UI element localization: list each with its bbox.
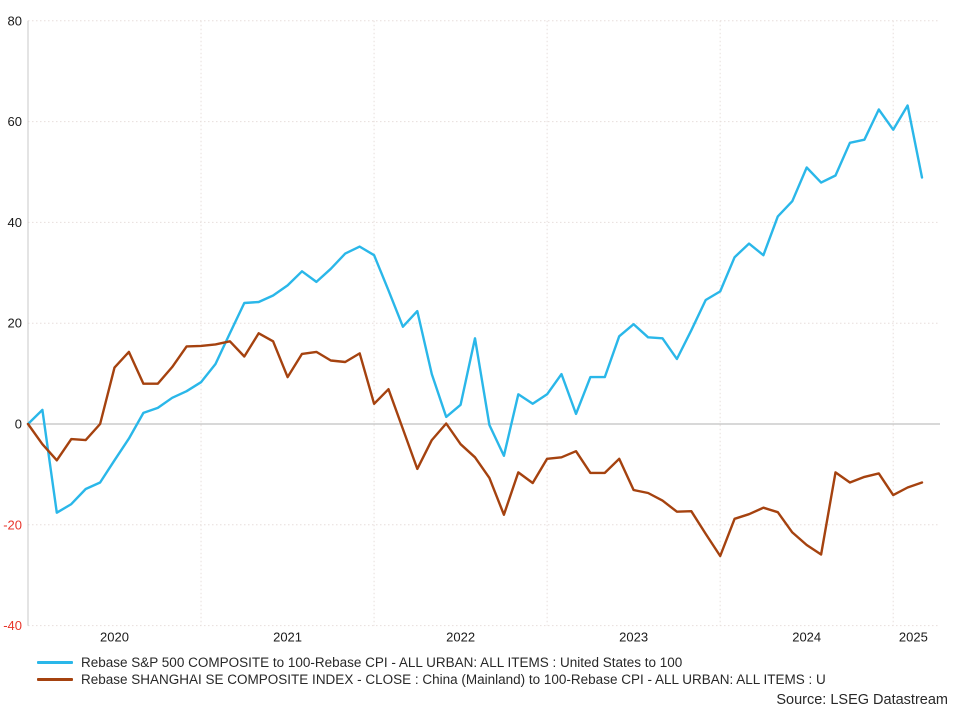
y-tick-label: 80 xyxy=(8,13,22,28)
x-tick-label: 2021 xyxy=(273,630,302,645)
legend: Rebase S&P 500 COMPOSITE to 100-Rebase C… xyxy=(37,654,956,688)
legend-item-shanghai-real: Rebase SHANGHAI SE COMPOSITE INDEX - CLO… xyxy=(37,671,956,688)
plot-area: 80 60 40 20 0 -20 -40 2020 2021 2022 2023 2024 2025 xyxy=(3,13,940,645)
shanghai-real-line xyxy=(26,332,924,558)
source-credit: Source: LSEG Datastream xyxy=(776,692,948,708)
x-tick-label: 2023 xyxy=(619,630,648,645)
x-tick-label: 2022 xyxy=(446,630,475,645)
y-tick-label: -40 xyxy=(3,618,22,633)
legend-item-sp500-real: Rebase S&P 500 COMPOSITE to 100-Rebase C… xyxy=(37,654,956,671)
x-tick-label: 2020 xyxy=(100,630,129,645)
sp500-line-swatch xyxy=(37,661,73,664)
sp500-real-line xyxy=(26,104,924,514)
y-tick-label: 0 xyxy=(15,417,22,432)
x-tick-label: 2025 xyxy=(899,630,928,645)
y-tick-label: 20 xyxy=(8,316,22,331)
legend-label-sp500-real: Rebase S&P 500 COMPOSITE to 100-Rebase C… xyxy=(81,655,683,670)
y-tick-label: 60 xyxy=(8,114,22,129)
y-tick-label: -20 xyxy=(3,517,22,532)
y-tick-label: 40 xyxy=(8,215,22,230)
shanghai-line-swatch xyxy=(37,678,73,681)
legend-label-shanghai-real: Rebase SHANGHAI SE COMPOSITE INDEX - CLO… xyxy=(81,672,826,687)
x-tick-label: 2024 xyxy=(792,630,821,645)
